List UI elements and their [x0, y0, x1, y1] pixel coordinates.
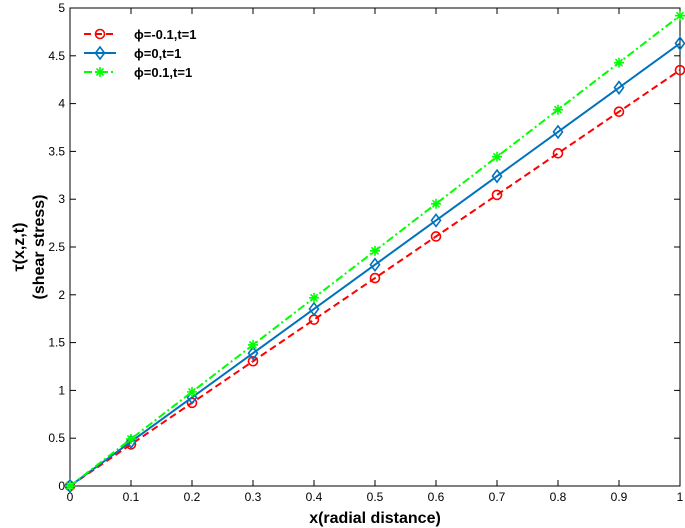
y-tick-label: 4.5 — [48, 49, 65, 63]
x-axis-title: x(radial distance) — [309, 510, 441, 527]
legend-marker-2 — [94, 45, 106, 61]
data-point — [675, 10, 685, 21]
data-point — [247, 355, 259, 367]
x-tick-label: 0.6 — [428, 490, 445, 504]
y-tick-label: 3 — [58, 192, 65, 206]
data-point — [187, 386, 197, 397]
x-tick-label: 0.1 — [123, 490, 140, 504]
data-point — [491, 168, 503, 184]
data-point — [431, 198, 441, 209]
legend-entry-3: ϕ=0.1,t=1 — [84, 65, 192, 80]
x-tick-label: 1 — [677, 490, 684, 504]
x-tick-label: 0.9 — [611, 490, 628, 504]
series-line-1 — [69, 69, 681, 487]
y-tick-label: 5 — [58, 1, 65, 15]
x-tick-label: 0 — [67, 490, 74, 504]
data-point — [369, 272, 381, 284]
data-point — [126, 433, 136, 444]
data-point — [492, 151, 502, 162]
legend-marker-1 — [94, 28, 106, 40]
legend-label-1: ϕ=-0.1,t=1 — [134, 27, 197, 42]
data-point — [491, 189, 503, 201]
data-point — [248, 339, 258, 350]
legend: ϕ=-0.1,t=1 ϕ=0,t=1 ϕ=0.1,t=1 — [84, 27, 197, 80]
data-point — [369, 257, 381, 273]
data-point — [613, 106, 625, 118]
y-axis-title: τ(x,z,t) (shear stress) — [11, 195, 48, 300]
series-line-2 — [69, 42, 681, 487]
data-point — [552, 124, 564, 140]
y-tick-label: 0 — [58, 479, 65, 493]
y-tick-label: 2.5 — [48, 240, 65, 254]
x-tick-label: 0.3 — [245, 490, 262, 504]
legend-entry-1: ϕ=-0.1,t=1 — [84, 27, 197, 42]
data-point — [308, 301, 320, 317]
y-tick-label: 1 — [58, 383, 65, 397]
legend-label-2: ϕ=0,t=1 — [134, 46, 181, 61]
y-tick-label: 0.5 — [48, 431, 65, 445]
x-tick-label: 0.5 — [367, 490, 384, 504]
data-point — [309, 292, 319, 303]
data-point — [247, 345, 259, 361]
data-point — [65, 481, 75, 491]
legend-entry-2: ϕ=0,t=1 — [84, 45, 181, 61]
y-axis-title-line-2: (shear stress) — [31, 195, 48, 300]
x-tick-label: 0.2 — [184, 490, 201, 504]
data-point — [552, 148, 564, 159]
y-tick-label: 1.5 — [48, 336, 65, 350]
legend-marker-3 — [95, 67, 105, 77]
y-tick-label: 3.5 — [48, 144, 65, 158]
axis-ticks: 0 0.1 0.2 0.3 0.4 0.5 0.6 0.7 0.8 0.9 1 0 0.5 1 1.5 2 2.… — [48, 1, 683, 504]
y-tick-label: 2 — [58, 288, 65, 302]
data-point — [613, 80, 625, 95]
x-tick-label: 0.4 — [306, 490, 323, 504]
series-layer — [64, 10, 685, 494]
series-3 — [65, 10, 685, 491]
x-tick-label: 0.7 — [489, 490, 506, 504]
y-axis-title-line-1: τ(x,z,t) — [11, 223, 28, 272]
data-point — [430, 231, 442, 242]
data-point — [430, 213, 442, 228]
data-point — [553, 104, 563, 115]
x-tick-label: 0.8 — [550, 490, 567, 504]
data-point — [614, 57, 624, 68]
y-tick-label: 4 — [58, 97, 65, 111]
legend-label-3: ϕ=0.1,t=1 — [134, 65, 192, 80]
data-point — [370, 245, 380, 256]
data-point — [674, 36, 685, 51]
